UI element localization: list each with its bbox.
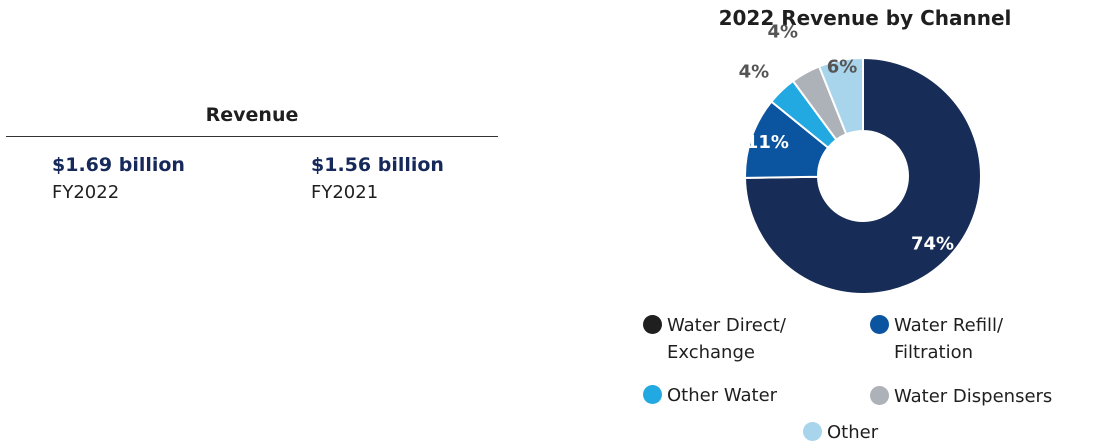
legend-item-other: Other: [803, 419, 878, 446]
revenue-fy2022: $1.69 billion FY2022: [52, 151, 185, 207]
revenue-amount-fy2022: $1.69 billion: [52, 154, 185, 176]
revenue-panel: Revenue $1.69 billion FY2022 $1.56 billi…: [6, 104, 498, 227]
legend-item-water-dispensers: Water Dispensers: [870, 383, 1052, 410]
legend-label-water-dispensers: Water Dispensers: [894, 386, 1053, 407]
revenue-amount-fy2021: $1.56 billion: [311, 154, 444, 176]
legend-item-water-refill: Water Refill/ Filtration: [870, 312, 1003, 366]
legend-swatch-water-direct: [643, 315, 662, 334]
slice-label-water-direct: 74%: [911, 233, 954, 254]
legend-swatch-water-refill: [870, 315, 889, 334]
legend-label-other: Other: [827, 422, 879, 443]
legend-label-other-water: Other Water: [667, 385, 778, 406]
revenue-figures: $1.69 billion FY2022 $1.56 billion FY202…: [6, 137, 498, 227]
slice-label-water-dispensers: 4%: [768, 22, 799, 43]
legend-label-water-direct: Water Direct/ Exchange: [667, 312, 786, 366]
legend-item-water-direct: Water Direct/ Exchange: [643, 312, 786, 366]
legend-label-water-direct-line1: Water Direct/: [667, 315, 786, 336]
chart-title: 2022 Revenue by Channel: [718, 6, 1012, 30]
legend-label-water-refill: Water Refill/ Filtration: [894, 312, 1003, 366]
legend-label-water-refill-line1: Water Refill/: [894, 315, 1004, 336]
legend-label-water-direct-line2: Exchange: [667, 342, 755, 363]
revenue-year-fy2021: FY2021: [311, 182, 379, 203]
slice-label-other-water: 4%: [739, 61, 770, 82]
revenue-year-fy2022: FY2022: [52, 182, 120, 203]
slice-label-water-refill: 11%: [746, 132, 789, 153]
revenue-title: Revenue: [6, 104, 498, 137]
legend-swatch-other-water: [643, 385, 662, 404]
legend-swatch-other: [803, 422, 822, 441]
revenue-fy2021: $1.56 billion FY2021: [311, 151, 444, 207]
slice-water-direct: [743, 56, 982, 295]
legend-swatch-water-dispensers: [870, 386, 889, 405]
slice-other: [817, 56, 864, 136]
slice-label-other: 6%: [827, 56, 858, 77]
legend-item-other-water: Other Water: [643, 382, 777, 409]
legend-label-water-refill-line2: Filtration: [894, 342, 974, 363]
